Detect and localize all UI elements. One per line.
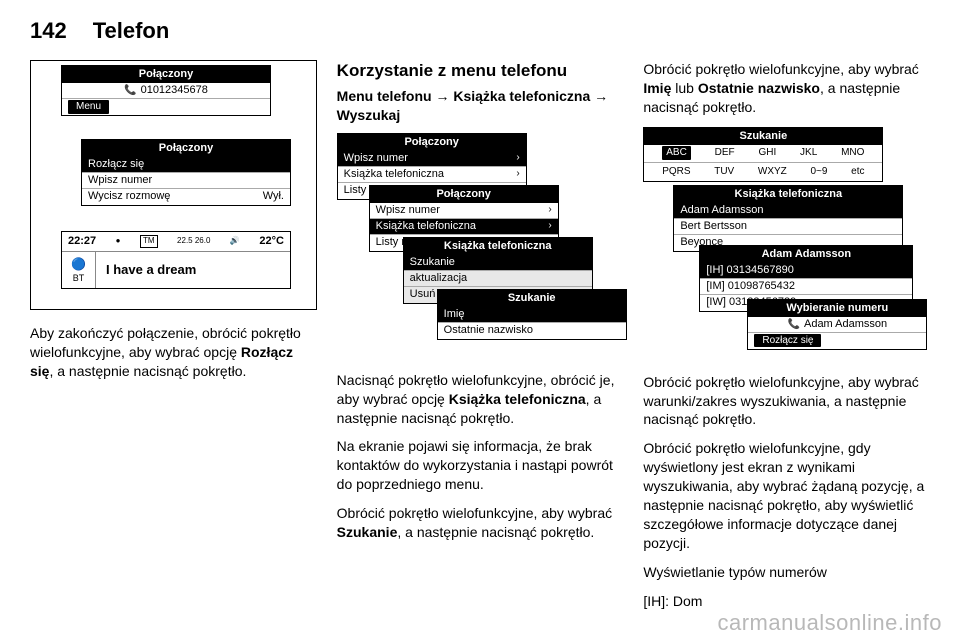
media-title: I have a dream [96, 253, 206, 287]
screen-title: Adam Adamsson [700, 246, 912, 263]
menu-button[interactable]: Menu [68, 100, 109, 114]
phone-number-text: 01012345678 [141, 83, 208, 98]
col2-p2: Na ekranie pojawi się informacja, że bra… [337, 437, 624, 494]
bt-icon: 🔵 [62, 256, 95, 272]
menu-item[interactable]: Wpisz numer› [338, 151, 526, 167]
screen-title: Szukanie [644, 128, 882, 145]
screen-title: Połączony [62, 66, 270, 83]
page-header: 142 Telefon [30, 18, 930, 44]
number-item[interactable]: [IH] 03134567890 [700, 263, 912, 279]
menu-item-mute[interactable]: Wycisz rozmowę Wył. [82, 189, 290, 205]
screen-search: Szukanie Imię Ostatnie nazwisko [437, 289, 627, 340]
key[interactable]: WXYZ [758, 165, 787, 179]
tm-badge: TM [140, 235, 158, 248]
menu-item[interactable]: Ostatnie nazwisko [438, 323, 626, 339]
contact-item[interactable]: Bert Bertsson [674, 219, 902, 235]
key[interactable]: JKL [800, 146, 817, 160]
key[interactable]: ABC [662, 146, 691, 160]
col3-p4: [IH]: Dom [643, 592, 930, 611]
aux-temp: 22.5 26.0 [177, 236, 210, 247]
number-item[interactable]: [IM] 01098765432 [700, 279, 912, 295]
content-columns: Połączony 01012345678 Menu Połączony Roz… [30, 60, 930, 620]
temperature: 22°C [259, 234, 284, 249]
dial-name: Adam Adamsson [748, 317, 926, 333]
keypad-row: PQRS TUV WXYZ 0~9 etc [644, 163, 882, 181]
menu-item[interactable]: aktualizacja [404, 271, 592, 287]
col3-p2: Obrócić pokrętło wielofunkcyjne, gdy wyś… [643, 439, 930, 552]
col2-p1: Nacisnąć pokrętło wielofunkcyjne, obróci… [337, 371, 624, 428]
screen-title: Połączony [338, 134, 526, 151]
phone-icon [124, 83, 140, 98]
section-title: Telefon [93, 18, 170, 44]
column-2: Korzystanie z menu telefonu Menu telefon… [337, 60, 624, 620]
menu-item-dial[interactable]: Wpisz numer [82, 173, 290, 189]
call-number: 01012345678 [62, 83, 270, 99]
mute-state: Wył. [263, 189, 284, 204]
hangup-row: Rozłącz się [748, 333, 926, 349]
screen-title: Książka telefoniczna [404, 238, 592, 255]
menu-button-row: Menu [62, 99, 270, 115]
screen-search-keypad: Szukanie ABC DEF GHI JKL MNO PQRS TUV WX… [643, 127, 883, 182]
menu-item[interactable]: Imię [438, 307, 626, 323]
phone-screen-status: 22:27 ● TM 22.5 26.0 🔊 22°C 🔵 BT I have … [61, 231, 291, 289]
key[interactable]: TUV [714, 165, 734, 179]
col2-heading: Korzystanie z menu telefonu [337, 60, 624, 83]
contact-item[interactable]: Adam Adamsson [674, 203, 902, 219]
screen-title: Wybieranie numeru [748, 300, 926, 317]
menu-item[interactable]: Książka telefoniczna› [370, 219, 558, 235]
keypad-row: ABC DEF GHI JKL MNO [644, 145, 882, 163]
screen-title: Szukanie [438, 290, 626, 307]
phone-screen-menu: Połączony Rozłącz się Wpisz numer Wycisz… [81, 139, 291, 206]
menu-path: Menu telefonu → Książka telefoniczna → W… [337, 87, 624, 125]
col3-p1: Obrócić pokrętło wielofunkcyjne, aby wyb… [643, 373, 930, 430]
column-3: Obrócić pokrętło wielofunkcyjne, aby wyb… [643, 60, 930, 620]
menu-item[interactable]: Książka telefoniczna› [338, 167, 526, 183]
key[interactable]: MNO [841, 146, 864, 160]
col2-p3: Obrócić pokrętło wielofunkcyjne, aby wyb… [337, 504, 624, 542]
hangup-button[interactable]: Rozłącz się [754, 334, 821, 348]
key[interactable]: GHI [758, 146, 776, 160]
column-1: Połączony 01012345678 Menu Połączony Roz… [30, 60, 317, 620]
phone-icon [788, 317, 804, 332]
page-number: 142 [30, 18, 67, 44]
key[interactable]: DEF [715, 146, 735, 160]
key[interactable]: etc [851, 165, 864, 179]
key[interactable]: 0~9 [810, 165, 827, 179]
clock: 22:27 [68, 234, 96, 249]
col3-intro: Obrócić pokrętło wielofunkcyjne, aby wyb… [643, 60, 930, 117]
screen-dialing: Wybieranie numeru Adam Adamsson Rozłącz … [747, 299, 927, 350]
col1-paragraph: Aby zakończyć połączenie, obrócić pokręt… [30, 324, 317, 381]
screen-title: Książka telefoniczna [674, 186, 902, 203]
menu-item[interactable]: Szukanie [404, 255, 592, 271]
phone-screen-connected: Połączony 01012345678 Menu [61, 65, 271, 116]
screen-title: Połączony [82, 140, 290, 157]
menu-item[interactable]: Wpisz numer› [370, 203, 558, 219]
screen-phonebook-list: Książka telefoniczna Adam Adamsson Bert … [673, 185, 903, 252]
col3-p3: Wyświetlanie typów numerów [643, 563, 930, 582]
screen-title: Połączony [370, 186, 558, 203]
key[interactable]: PQRS [662, 165, 690, 179]
bt-label: BT [62, 272, 95, 284]
menu-item-disconnect[interactable]: Rozłącz się [82, 157, 290, 173]
watermark: carmanualsonline.info [717, 610, 942, 636]
